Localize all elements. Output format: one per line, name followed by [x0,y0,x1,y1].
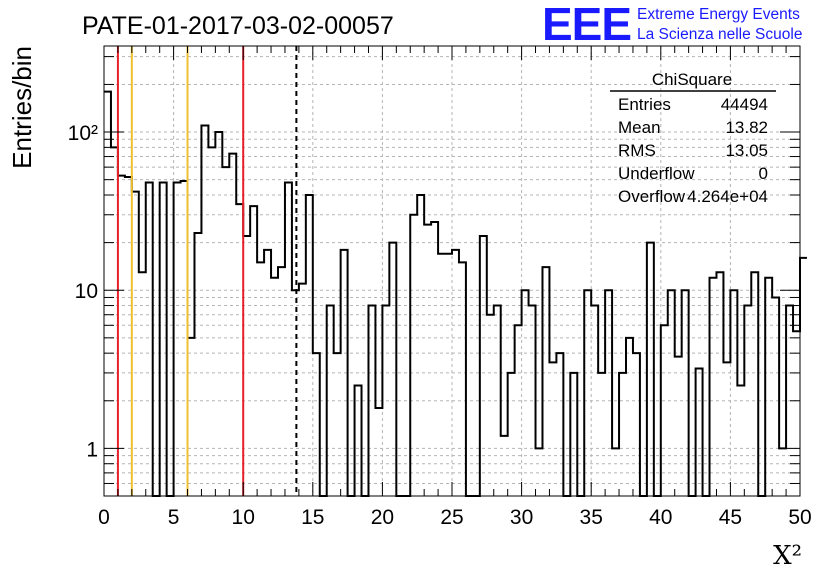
logo-line-2: La Scienza nelle Scuole [637,26,802,43]
histogram-bar [501,436,508,496]
x-tick-label: 5 [168,506,180,529]
histogram-bar [675,357,682,496]
histogram-bar [508,373,515,496]
x-tick-label: 50 [788,506,811,529]
histogram-bar [515,325,522,496]
x-tick-label: 0 [98,506,110,529]
histogram-bar [696,368,703,496]
eee-logo: EEE [542,0,631,50]
histogram-bar [682,290,689,496]
histogram-bar [668,290,675,496]
x-tick-label: 15 [301,506,324,529]
marker-lines [116,46,298,496]
histogram-bar [208,147,215,496]
y-tick-label: 10² [68,122,98,145]
histogram-bar [104,92,111,496]
histogram-bar [215,132,222,496]
stats-box: ChiSquare Entries 44494 Mean 13.82 RMS 1… [610,70,776,206]
histogram-bar [633,353,640,496]
y-tick-label: 1 [86,438,98,461]
y-tick-label: 10 [75,280,98,303]
histogram-bar [772,297,779,496]
histogram-bar [480,236,487,496]
stats-value: 13.05 [725,141,768,160]
histogram-bar [542,267,549,496]
histogram-bar [389,243,396,496]
histogram-bar [410,215,417,496]
histogram-bar [188,338,195,496]
x-tick-label: 30 [510,506,533,529]
x-axis-title: X² [773,541,802,571]
histogram-bar [598,373,605,496]
histogram-bar [417,195,424,496]
histogram-bar [431,222,438,496]
histogram-bar [737,385,744,496]
histogram-bar [236,204,243,496]
histogram-bar [111,147,118,496]
histogram-bar [306,195,313,496]
histogram-bar [584,290,591,496]
x-tick-label: 10 [232,506,255,529]
histogram-bar [174,182,181,496]
histogram-bar [132,192,139,496]
histogram-bar [250,206,257,496]
stats-value: 44494 [721,95,768,114]
x-tick-label: 45 [719,506,742,529]
histogram-bar [160,182,167,496]
histogram-bar [355,385,362,496]
x-tick-label: 35 [580,506,603,529]
stats-title: ChiSquare [652,70,732,89]
x-tick-label: 40 [649,506,672,529]
histogram-bar [605,290,612,496]
axis-ticks: 0 5 10 15 20 25 30 35 40 45 50 1 10 10² [68,46,812,529]
histogram-bar [800,258,807,496]
histogram-bar [730,290,737,496]
histogram-bar [549,362,556,496]
histogram-bar [146,182,153,496]
histogram-bar [222,167,229,496]
histogram-bar [723,362,730,496]
histogram-bar [661,325,668,496]
histogram-bar [619,373,626,496]
logo-line-1: Extreme Energy Events [637,6,800,23]
histogram-bar [334,353,341,496]
histogram-bar [313,353,320,496]
stats-value: 0 [759,164,768,183]
stats-label: Mean [618,118,661,137]
chart-title: PATE-01-2017-03-02-00057 [82,12,394,40]
stats-label: RMS [618,141,656,160]
histogram-bar [375,408,382,496]
x-tick-label: 20 [371,506,394,529]
stats-label: Entries [618,95,671,114]
histogram-bar [487,315,494,496]
stats-value: 13.82 [725,118,768,137]
histogram-bar [285,182,292,496]
histogram-bar [522,290,529,496]
histogram-bar [793,331,800,496]
histogram-bar [292,290,299,496]
histogram-bar [201,126,208,496]
y-axis-title: Entries/bin [7,46,37,169]
histogram-bar [626,338,633,496]
x-tick-label: 25 [440,506,463,529]
stats-label: Underflow [618,164,695,183]
histogram-bar [570,373,577,496]
stats-label: Overflow [618,187,686,206]
histogram-bar [647,243,654,496]
histogram-bar [556,353,563,496]
histogram-bar [278,267,285,496]
stats-value: 4.264e+04 [687,187,768,206]
histogram-bars [104,90,807,497]
histogram-outline [104,90,807,497]
histogram-bar [243,236,250,496]
histogram-bar [194,233,201,496]
